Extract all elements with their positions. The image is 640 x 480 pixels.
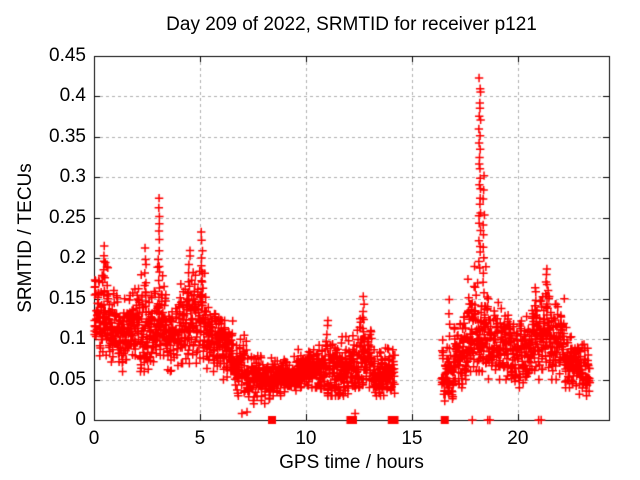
x-axis-label: GPS time / hours bbox=[279, 452, 424, 473]
y-tick-label: 0.05 bbox=[49, 368, 86, 390]
y-tick-label: 0.4 bbox=[59, 85, 86, 107]
y-tick-label: 0.3 bbox=[59, 166, 86, 188]
y-tick-label: 0.1 bbox=[59, 328, 86, 350]
y-tick-label: 0.45 bbox=[49, 45, 86, 66]
y-tick-label: 0 bbox=[75, 409, 86, 430]
x-tick-label: 15 bbox=[401, 428, 423, 449]
y-tick-label: 0.15 bbox=[49, 287, 86, 309]
y-tick-label: 0.35 bbox=[49, 125, 86, 147]
chart-title: Day 209 of 2022, SRMTID for receiver p12… bbox=[166, 14, 537, 35]
x-tick-label: 20 bbox=[507, 428, 529, 449]
x-tick-label: 10 bbox=[295, 428, 317, 449]
x-tick-label: 0 bbox=[88, 428, 100, 449]
y-tick-label: 0.2 bbox=[59, 247, 86, 269]
x-tick-label: 5 bbox=[194, 428, 206, 449]
y-tick-label: 0.25 bbox=[49, 206, 86, 228]
